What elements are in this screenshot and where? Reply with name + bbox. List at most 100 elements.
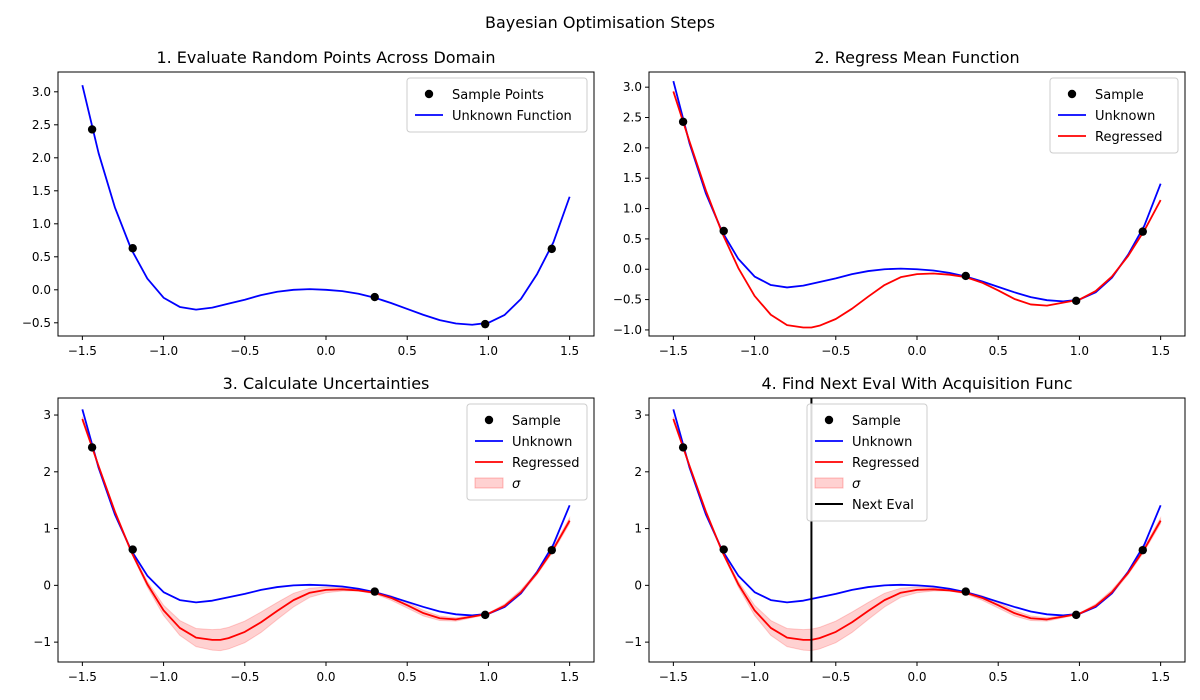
axes-frame <box>57 71 595 337</box>
sample-point <box>1138 227 1147 236</box>
legend-label: Sample <box>1095 88 1144 103</box>
x-tick-label: −0.5 <box>230 670 259 684</box>
x-tick-label: −1.5 <box>68 344 97 358</box>
x-tick-label: 1.5 <box>1151 670 1170 684</box>
x-tick-label: −1.5 <box>68 670 97 684</box>
x-tick-label: −0.5 <box>821 344 850 358</box>
x-tick-label: 1.0 <box>1070 344 1089 358</box>
y-tick-label: 3 <box>634 408 642 422</box>
subplot-1: 1. Evaluate Random Points Across Domain −… <box>22 48 595 358</box>
legend-label: Regressed <box>1095 130 1163 145</box>
legend-frame <box>466 403 588 501</box>
legend-marker-icon <box>824 415 834 425</box>
plot-area <box>672 80 1162 329</box>
sigma-band <box>81 416 571 652</box>
subplot-2: 2. Regress Mean Function −1.5 −1.0 −0.5 0.0 0… <box>613 48 1186 358</box>
x-tick-label: 0.5 <box>989 670 1008 684</box>
y-tick-label: 2.5 <box>623 111 642 125</box>
x-tick-label: 1.5 <box>560 344 579 358</box>
y-tick-label: −0.5 <box>22 316 51 330</box>
x-tick-label: −0.5 <box>821 670 850 684</box>
legend-band-icon <box>474 477 504 489</box>
legend-marker-icon <box>1067 89 1077 99</box>
sample-point <box>480 610 490 620</box>
y-tick-label: 0 <box>634 578 642 592</box>
legend-label: σ <box>852 477 861 492</box>
y-tick-label: 1.0 <box>623 202 642 216</box>
subplot-title: 1. Evaluate Random Points Across Domain <box>156 48 495 67</box>
y-tick-label: 1 <box>634 522 642 536</box>
legend: Sample Points Unknown Function <box>406 77 588 133</box>
y-tick-label: 1.5 <box>623 171 642 185</box>
y-tick-label: −1.0 <box>613 323 642 337</box>
x-tick-label: 0.5 <box>398 670 417 684</box>
legend-label: Next Eval <box>852 498 914 513</box>
sample-point <box>1138 545 1147 555</box>
y-tick-label: 2 <box>634 465 642 479</box>
legend-frame <box>806 403 928 522</box>
x-tick-label: 1.0 <box>479 344 498 358</box>
axes-frame <box>648 71 1186 337</box>
legend-marker-icon <box>484 415 494 425</box>
x-tick-label: −1.0 <box>149 344 178 358</box>
subplots: 1. Evaluate Random Points Across Domain −… <box>22 48 1186 684</box>
legend-label: Unknown Function <box>452 109 572 124</box>
y-tick-label: 0.0 <box>623 262 642 276</box>
y-tick-label: 2.5 <box>32 118 51 132</box>
subplot-3: 3. Calculate Uncertainties −1.5 −1.0 −0.5 0.… <box>33 374 595 684</box>
y-tick-label: 3 <box>43 408 51 422</box>
legend-frame <box>406 77 588 133</box>
sample-point <box>128 244 137 253</box>
y-tick-label: 3.0 <box>32 85 51 99</box>
legend: Sample Unknown Regressed σ <box>466 403 588 501</box>
sample-point <box>1071 296 1081 305</box>
legend-label: Sample <box>512 414 561 429</box>
subplot-title: 3. Calculate Uncertainties <box>223 374 430 393</box>
sample-point <box>719 226 728 236</box>
y-tick-label: 0.0 <box>32 283 51 297</box>
subplot-title: 4. Find Next Eval With Acquisition Func <box>761 374 1072 393</box>
y-tick-label: 0.5 <box>32 250 51 264</box>
sample-point <box>678 117 688 126</box>
subplot-4: 4. Find Next Eval With Acquisition Func −… <box>624 374 1186 684</box>
x-tick-label: 1.0 <box>479 670 498 684</box>
x-tick-label: −1.5 <box>659 344 688 358</box>
x-tick-label: −1.0 <box>149 670 178 684</box>
y-tick-label: 1.5 <box>32 184 51 198</box>
x-tick-label: −1.5 <box>659 670 688 684</box>
legend-label: Sample Points <box>452 88 544 103</box>
y-tick-label: 3.0 <box>623 80 642 94</box>
y-tick-label: −0.5 <box>613 293 642 307</box>
plot-area <box>81 84 571 329</box>
figure-title: Bayesian Optimisation Steps <box>485 13 715 32</box>
legend-band-icon <box>814 477 844 489</box>
legend: Sample Unknown Regressed <box>1049 77 1179 154</box>
sample-point <box>128 545 137 554</box>
sample-point <box>961 271 970 281</box>
y-tick-label: −1 <box>624 635 642 649</box>
x-tick-label: 1.0 <box>1070 670 1089 684</box>
axes-frame <box>57 397 595 663</box>
x-tick-label: −1.0 <box>740 670 769 684</box>
y-tick-label: 1 <box>43 522 51 536</box>
y-tick-label: 2.0 <box>623 141 642 155</box>
sample-point <box>87 443 97 452</box>
x-tick-label: 0.0 <box>907 344 926 358</box>
y-tick-label: 0.5 <box>623 232 642 246</box>
legend-label: Regressed <box>512 456 580 471</box>
x-tick-label: 0.5 <box>398 344 417 358</box>
legend-label: Regressed <box>852 456 920 471</box>
plot-area <box>81 409 571 652</box>
sample-point <box>719 545 728 554</box>
x-tick-label: 0.5 <box>989 344 1008 358</box>
legend-label: σ <box>512 477 521 492</box>
sample-point <box>87 125 97 134</box>
axes-frame <box>648 397 1186 663</box>
y-tick-label: 1.0 <box>32 217 51 231</box>
sample-point <box>370 292 379 302</box>
sample-point <box>370 587 379 596</box>
subplot-title: 2. Regress Mean Function <box>814 48 1019 67</box>
y-tick-label: 0 <box>43 578 51 592</box>
legend-label: Sample <box>852 414 901 429</box>
